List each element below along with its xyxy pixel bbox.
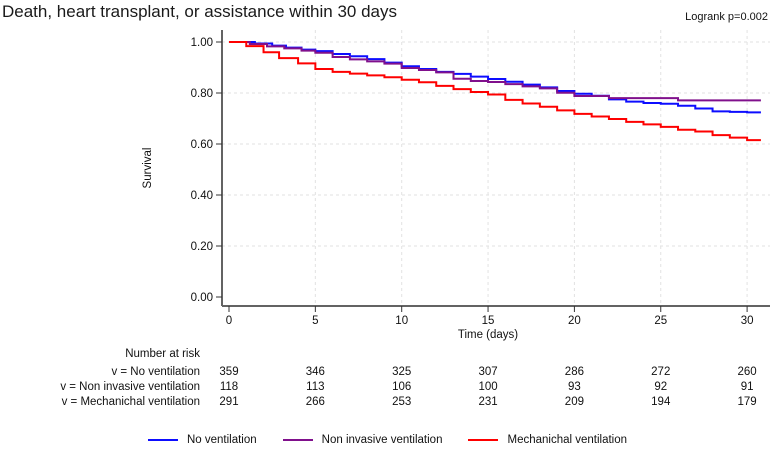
survival-curve-no-ventilation <box>229 41 761 114</box>
chart-title: Death, heart transplant, or assistance w… <box>2 2 397 21</box>
y-tick-label: 0.00 <box>191 292 213 304</box>
at-risk-count: 266 <box>305 396 325 408</box>
x-tick-label: 15 <box>482 315 495 327</box>
at-risk-count: 359 <box>219 366 239 378</box>
at-risk-count: 231 <box>478 396 498 408</box>
legend-label: Non invasive ventilation <box>321 434 443 446</box>
y-axis-title: Survival <box>142 147 154 189</box>
at-risk-count: 346 <box>305 366 325 378</box>
y-tick-label: 0.20 <box>191 241 213 253</box>
y-tick-label: 1.00 <box>191 37 213 49</box>
at-risk-row-no-ventilation: v = No ventilation 359 346 325 307 286 272 260 <box>0 366 775 380</box>
y-tick-label: 0.60 <box>191 139 213 151</box>
legend-line-swatch <box>468 438 499 442</box>
x-tick-label: 0 <box>226 315 232 327</box>
at-risk-count: 286 <box>564 366 584 378</box>
at-risk-header-row: Number at risk <box>0 348 775 362</box>
legend-line-swatch <box>282 438 313 442</box>
legend-item-non-invasive: Non invasive ventilation <box>282 434 443 446</box>
at-risk-count: 106 <box>392 381 412 393</box>
at-risk-count: 93 <box>567 381 581 393</box>
y-tick-label: 0.40 <box>191 190 213 202</box>
at-risk-row-non-invasive: v = Non invasive ventilation 118 113 106 10… <box>0 381 775 395</box>
survival-curve-mechanichal-ventilation <box>229 41 761 142</box>
at-risk-count: 100 <box>478 381 498 393</box>
at-risk-count: 91 <box>740 381 754 393</box>
survival-curve-non-invasive-ventilation <box>229 41 761 102</box>
legend-item-mechanical: Mechanichal ventilation <box>468 434 627 446</box>
at-risk-count: 113 <box>306 381 325 393</box>
legend-label: Mechanichal ventilation <box>507 434 628 446</box>
x-tick-label: 5 <box>312 315 318 327</box>
at-risk-count: 179 <box>737 396 757 408</box>
x-axis-title: Time (days) <box>457 329 519 341</box>
legend-label: No ventilation <box>186 434 257 446</box>
at-risk-header: Number at risk <box>125 348 200 360</box>
x-tick-label: 30 <box>741 315 754 327</box>
at-risk-count: 291 <box>219 396 239 408</box>
logrank-annotation: Logrank p=0.002 <box>685 11 768 23</box>
at-risk-count: 194 <box>651 396 671 408</box>
x-tick-label: 20 <box>568 315 581 327</box>
y-tick-label: 0.80 <box>191 88 213 100</box>
at-risk-count: 253 <box>392 396 412 408</box>
x-tick-label: 10 <box>395 315 408 327</box>
legend: No ventilation Non invasive ventilation … <box>0 431 775 449</box>
at-risk-count: 307 <box>478 366 498 378</box>
at-risk-row-mechanical: v = Mechanichal ventilation 291 266 253 231… <box>0 396 775 410</box>
at-risk-row-label: v = No ventilation <box>111 366 200 378</box>
legend-line-swatch <box>147 438 178 442</box>
at-risk-count: 92 <box>654 381 668 393</box>
x-tick-label: 25 <box>654 315 667 327</box>
at-risk-row-label: v = Non invasive ventilation <box>60 381 200 393</box>
at-risk-count: 325 <box>392 366 412 378</box>
legend-item-no-ventilation: No ventilation <box>147 434 257 446</box>
at-risk-count: 118 <box>219 381 239 393</box>
at-risk-row-label: v = Mechanichal ventilation <box>61 396 200 408</box>
at-risk-count: 272 <box>651 366 671 378</box>
at-risk-count: 209 <box>564 396 584 408</box>
at-risk-count: 260 <box>737 366 757 378</box>
